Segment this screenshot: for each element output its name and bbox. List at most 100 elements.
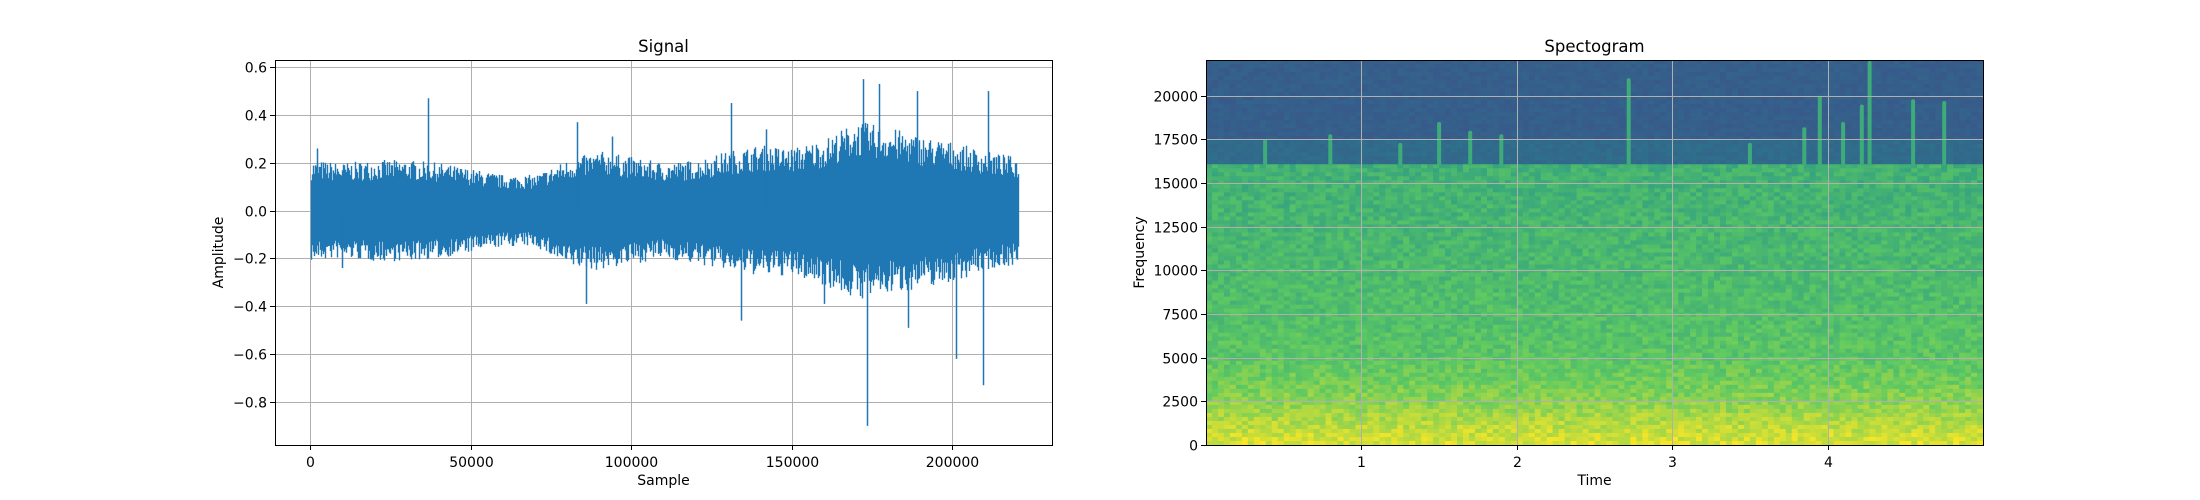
spectrogram-cell: [1821, 96, 1829, 101]
spectrogram-cell: [1803, 92, 1811, 97]
spectrogram-cell: [1564, 84, 1572, 89]
spectrogram-cell: [1301, 124, 1309, 129]
spectrogram-cell: [1373, 172, 1380, 177]
spectrogram-cell: [1552, 120, 1560, 125]
spectrogram-cell: [1612, 184, 1620, 189]
spectrogram-cell: [1893, 100, 1900, 105]
spectrogram-cell: [1439, 84, 1446, 89]
spectrogram-cell: [1959, 92, 1966, 97]
spectrogram-cell: [1672, 64, 1679, 69]
spectrogram-cell: [1528, 92, 1536, 97]
spectrogram-cell: [1391, 132, 1398, 137]
spectrogram-cell: [1217, 176, 1225, 181]
spectrogram-cell: [1815, 188, 1823, 193]
spectrogram-cell: [1851, 104, 1859, 109]
spectrogram-cell: [1887, 132, 1894, 137]
spectrogram-cell: [1833, 80, 1841, 85]
spectrogram-cell: [1427, 108, 1434, 113]
spectrogram-cell: [1827, 68, 1835, 73]
spectrogram-cell: [1696, 180, 1703, 185]
spectrogram-cell: [1749, 180, 1757, 185]
spectrogram-cell: [1875, 208, 1882, 213]
spectrogram-cell: [1702, 88, 1709, 93]
spectrogram-cell: [1558, 200, 1566, 205]
spectrogram-cell: [1457, 196, 1464, 201]
spectrogram-cell: [1588, 168, 1596, 173]
spectrogram-cell: [1594, 200, 1602, 205]
spectrogram-cell: [1642, 144, 1649, 149]
spectrogram-cell: [1773, 204, 1781, 209]
spectrogram-cell: [1379, 148, 1386, 153]
spectrogram-cell: [1743, 76, 1751, 81]
spectrogram-cell: [1528, 76, 1536, 81]
spectrogram-cell: [1313, 84, 1321, 89]
spectrogram-cell: [1893, 104, 1900, 109]
spectrogram-cell: [1696, 176, 1703, 181]
spectrogram-cell: [1600, 112, 1608, 117]
spectrogram-cell: [1540, 60, 1548, 65]
spectrogram-cell: [1588, 192, 1596, 197]
spectrogram-cell: [1935, 64, 1942, 69]
spectrogram-cell: [1301, 184, 1309, 189]
spectrogram-cell: [1319, 180, 1327, 185]
spectrogram-cell: [1839, 208, 1847, 213]
spectrogram-cell: [1845, 152, 1853, 157]
spectrogram-cell: [1755, 132, 1763, 137]
spectrogram-cell: [1457, 88, 1464, 93]
spectrogram-cell: [1899, 184, 1906, 189]
spectrogram-cell: [1965, 176, 1972, 181]
spectrogram-cell: [1749, 168, 1757, 173]
spectrogram-cell: [1223, 88, 1231, 93]
spectrogram-cell: [1498, 188, 1506, 193]
spectrogram-cell: [1767, 116, 1775, 121]
spectrogram-cell: [1421, 140, 1428, 145]
spectrogram-cell: [1289, 200, 1297, 205]
spectrogram-cell: [1678, 136, 1685, 141]
spectrogram-cell: [1445, 160, 1452, 165]
spectrogram-cell: [1851, 120, 1859, 125]
spectrogram-cell: [1749, 164, 1757, 169]
spectrogram-cell: [1301, 96, 1309, 101]
spectrogram-cell: [1624, 64, 1631, 69]
spectrogram-cell: [1588, 140, 1596, 145]
spectrogram-cell: [1570, 72, 1578, 77]
spectrogram-cell: [1773, 184, 1781, 189]
spectrogram-cell: [1737, 88, 1745, 93]
spectrogram-cell: [1720, 84, 1727, 89]
spectrogram-cell: [1947, 196, 1954, 201]
spectrogram-cell: [1582, 60, 1590, 65]
spectrogram-cell: [1785, 88, 1793, 93]
spectrogram-cell: [1445, 140, 1452, 145]
spectrogram-cell: [1947, 104, 1954, 109]
spectrogram-cell: [1809, 60, 1817, 65]
spectrogram-cell: [1295, 112, 1303, 117]
spectrogram-cell: [1642, 120, 1649, 125]
spectrogram-cell: [1486, 160, 1494, 165]
spectrogram-cell: [1672, 196, 1679, 201]
spectrogram-cell: [1767, 172, 1775, 177]
spectrogram-cell: [1522, 96, 1530, 101]
spectrogram-cell: [1427, 192, 1434, 197]
spectrogram-cell: [1241, 192, 1249, 197]
spectrogram-cell: [1935, 132, 1942, 137]
spectrogram-cell: [1666, 184, 1673, 189]
spectrogram-cell: [1570, 84, 1578, 89]
spectrogram-cell: [1684, 164, 1691, 169]
spectrogram-cell: [1977, 204, 1984, 209]
spectrogram-cell: [1331, 84, 1339, 89]
spectrogram-cell: [1552, 116, 1560, 121]
spectrogram-cell: [1570, 208, 1578, 213]
spectrogram-cell: [1965, 128, 1972, 133]
spectrogram-cell: [1546, 104, 1554, 109]
spectrogram-cell: [1642, 180, 1649, 185]
spectrogram-cell: [1773, 96, 1781, 101]
spectrogram-cell: [1839, 84, 1847, 89]
spectrogram-cell: [1415, 148, 1422, 153]
spectrogram-cell: [1421, 164, 1428, 169]
spectrogram-cell: [1223, 172, 1231, 177]
spectrogram-cell: [1696, 108, 1703, 113]
spectrogram-cell: [1815, 180, 1823, 185]
spectrogram-cell: [1803, 192, 1811, 197]
spectrogram-cell: [1725, 204, 1733, 209]
spectrogram-cell: [1235, 124, 1243, 129]
